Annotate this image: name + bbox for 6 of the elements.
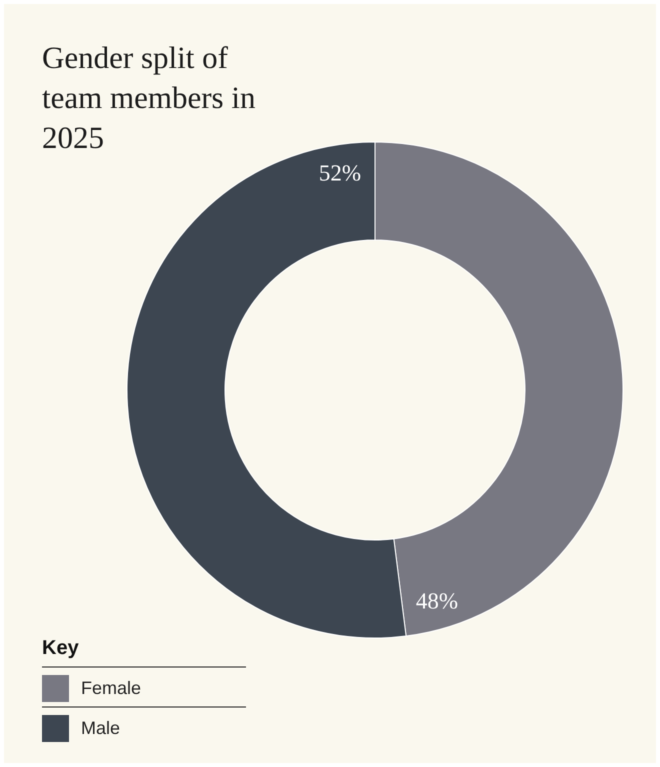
data-label: 52% [318,160,362,186]
legend-title: Key [42,637,80,659]
legend-label: Male [81,718,120,738]
legend-label: Female [81,678,142,698]
data-label: 48% [416,588,458,614]
chart-title: Gender split of team members in 2025 [42,40,256,155]
